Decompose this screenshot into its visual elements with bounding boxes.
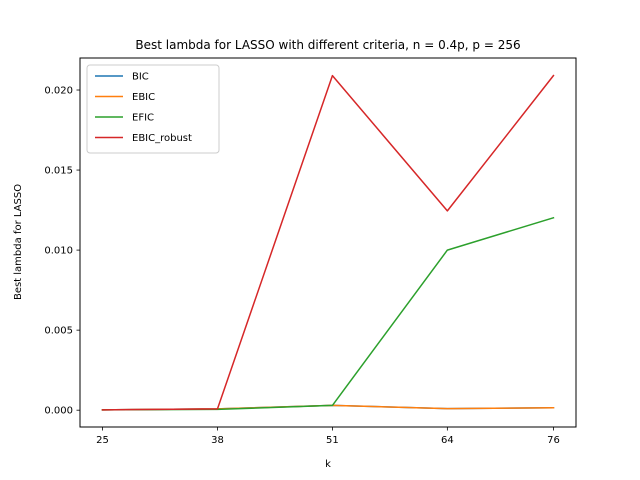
chart-title: Best lambda for LASSO with different cri… (135, 38, 520, 52)
y-axis: 0.000 0.005 0.010 0.015 0.020 (44, 86, 80, 417)
legend-label-ebic-robust: EBIC_robust (132, 133, 192, 144)
series-line-ebic-robust (101, 74, 555, 411)
legend-box (86, 64, 220, 154)
x-axis: 25 38 51 64 76 (96, 427, 560, 446)
x-tick-label: 25 (96, 435, 109, 446)
y-tick-label: 0.010 (44, 246, 73, 257)
x-tick-label: 38 (211, 435, 224, 446)
y-tick-label: 0.000 (44, 406, 73, 417)
x-tick-label: 64 (441, 435, 454, 446)
y-axis-label: Best lambda for LASSO (13, 184, 24, 300)
x-tick-label: 76 (547, 435, 560, 446)
legend-label-ebic: EBIC (132, 92, 155, 103)
y-tick-label: 0.015 (44, 166, 73, 177)
plot-frame (79, 57, 577, 428)
y-tick-label: 0.020 (44, 86, 73, 97)
y-tick-label: 0.005 (44, 326, 73, 337)
legend-label-bic: BIC (132, 72, 149, 83)
legend-label-efic: EFIC (132, 113, 154, 124)
plot-lines (101, 74, 555, 411)
x-tick-label: 51 (326, 435, 339, 446)
x-axis-label: k (325, 459, 331, 470)
legend: BIC EBIC EFIC EBIC_robust (86, 64, 220, 154)
